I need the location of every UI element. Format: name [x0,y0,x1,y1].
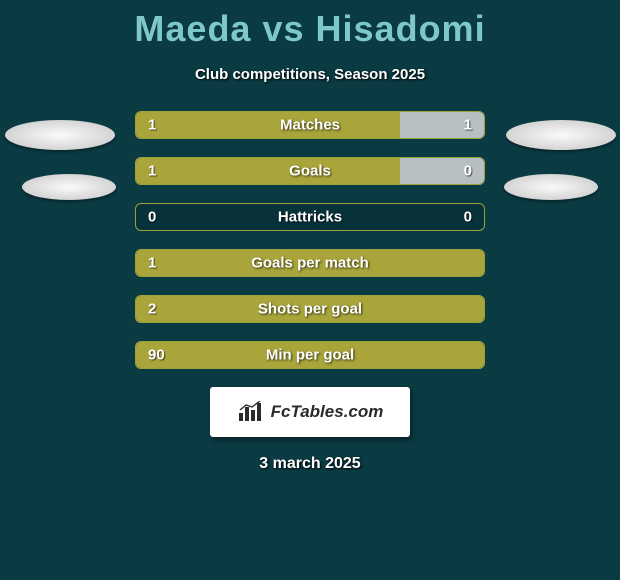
stat-row: 2Shots per goal [0,295,620,323]
stat-label: Goals per match [135,255,485,272]
stat-label: Goals [135,163,485,180]
player2-name: Hisadomi [316,8,486,49]
stat-label: Shots per goal [135,301,485,318]
competition-subtitle: Club competitions, Season 2025 [0,66,620,83]
stats-chart: 11Matches10Goals00Hattricks1Goals per ma… [0,111,620,369]
player-placeholder-right [506,120,616,150]
vs-separator: vs [262,8,304,49]
stat-row: 00Hattricks [0,203,620,231]
player-placeholder-left [22,174,116,200]
report-date: 3 march 2025 [0,455,620,473]
logo-text: FcTables.com [271,402,384,422]
stat-label: Matches [135,117,485,134]
stat-label: Hattricks [135,209,485,226]
stat-row: 1Goals per match [0,249,620,277]
bar-chart-icon [237,401,265,423]
player-placeholder-left [5,120,115,150]
fctables-logo[interactable]: FcTables.com [210,387,410,437]
player1-name: Maeda [134,8,251,49]
stat-label: Min per goal [135,347,485,364]
player-placeholder-right [504,174,598,200]
stat-row: 90Min per goal [0,341,620,369]
comparison-title: Maeda vs Hisadomi [0,0,620,50]
